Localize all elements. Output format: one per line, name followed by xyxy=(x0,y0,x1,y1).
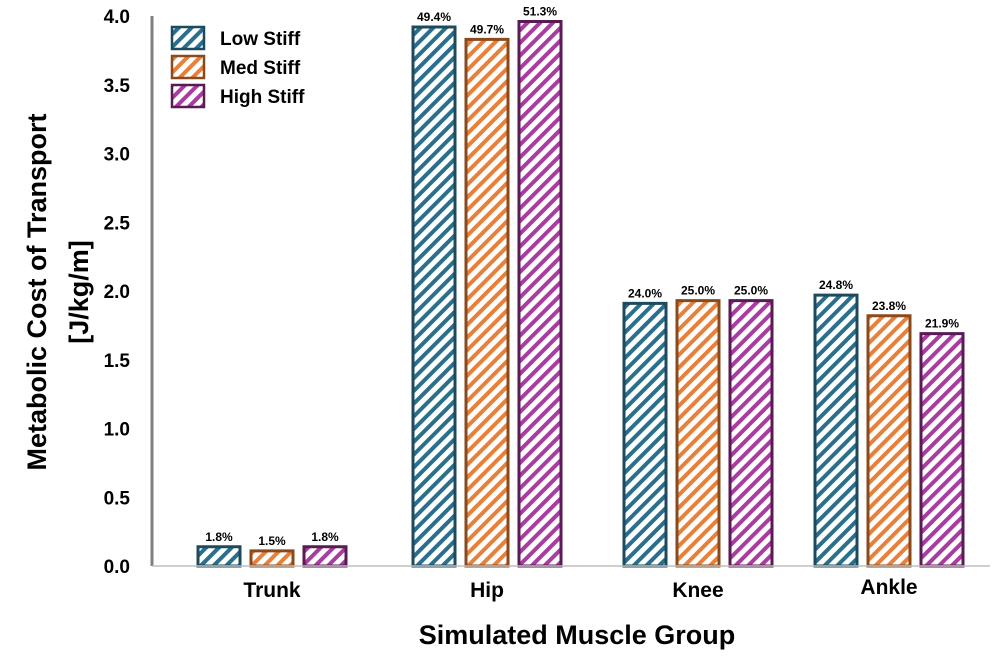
y-axis-title-line1: Metabolic Cost of Transport xyxy=(22,113,52,470)
bar xyxy=(517,20,563,568)
bar xyxy=(813,293,859,568)
bar xyxy=(919,332,965,568)
data-label: 25.0% xyxy=(734,284,768,298)
y-tick-label: 0.5 xyxy=(104,488,131,509)
data-label: 49.7% xyxy=(470,22,504,36)
bar xyxy=(464,37,510,568)
bar xyxy=(866,314,912,568)
x-category-labels: Trunk Hip Knee Ankle xyxy=(243,576,917,602)
bar xyxy=(196,545,242,568)
legend-swatch xyxy=(170,25,206,51)
data-label: 1.8% xyxy=(311,530,339,544)
data-label: 49.4% xyxy=(417,10,451,24)
legend-swatch xyxy=(170,83,206,109)
y-tick-label: 0.0 xyxy=(104,557,130,578)
legend: Low Stiff Med Stiff High Stiff xyxy=(170,25,305,109)
data-label: 51.3% xyxy=(523,5,557,19)
data-label: 24.8% xyxy=(819,278,853,292)
x-category-label: Hip xyxy=(470,579,504,602)
bar xyxy=(249,549,295,568)
data-label: 23.8% xyxy=(872,299,906,313)
y-tick-label: 4.0 xyxy=(104,7,130,28)
x-category-label: Knee xyxy=(672,579,723,602)
y-axis-title-line2: [J/kg/m] xyxy=(64,240,94,344)
y-tick-labels: 0.0 0.5 1.0 1.5 2.0 2.5 3.0 3.5 4.0 xyxy=(104,7,131,578)
bar xyxy=(302,545,348,568)
x-axis-title: Simulated Muscle Group xyxy=(419,620,736,650)
legend-label: High Stiff xyxy=(220,87,305,108)
y-tick-label: 1.5 xyxy=(104,351,131,372)
bar xyxy=(411,25,457,568)
data-label: 1.8% xyxy=(205,530,233,544)
x-category-label: Trunk xyxy=(243,579,300,602)
legend-label: Med Stiff xyxy=(220,58,301,79)
bar xyxy=(728,299,774,568)
plot-area: 1.8% 1.5% 1.8% 49.4% 49.7% 51.3% 24.0% 25.0% 25.… xyxy=(196,5,965,568)
y-tick-label: 3.0 xyxy=(104,145,130,166)
y-tick-label: 2.5 xyxy=(104,213,131,234)
y-tick-label: 1.0 xyxy=(104,420,130,441)
data-label: 25.0% xyxy=(681,284,715,298)
y-tick-label: 3.5 xyxy=(104,76,131,97)
x-category-label: Ankle xyxy=(860,576,917,599)
y-tick-label: 2.0 xyxy=(104,282,130,303)
bar xyxy=(675,299,721,568)
data-label: 21.9% xyxy=(925,317,959,331)
bar xyxy=(622,301,668,568)
data-label: 24.0% xyxy=(628,286,662,300)
legend-label: Low Stiff xyxy=(220,29,301,50)
data-label: 1.5% xyxy=(258,534,286,548)
legend-swatch xyxy=(170,54,206,80)
